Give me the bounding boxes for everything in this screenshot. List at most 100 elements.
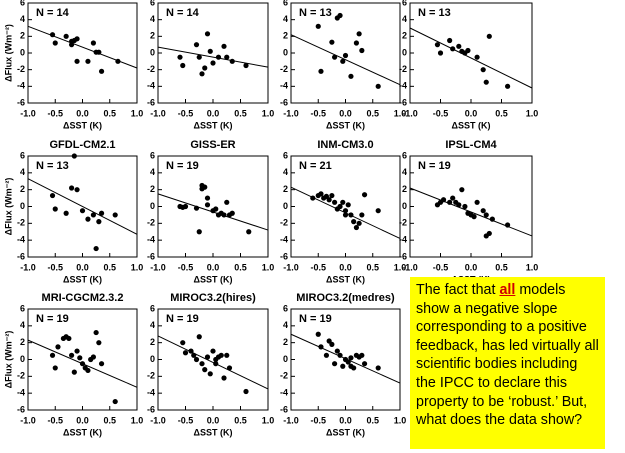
data-point <box>437 50 444 56</box>
sample-size: N = 21 <box>299 160 332 172</box>
y-tick-label: -2 <box>17 218 25 228</box>
x-tick-label: 1.0 <box>526 262 539 272</box>
y-tick-label: 0 <box>20 201 25 211</box>
y-tick-label: 6 <box>402 150 407 160</box>
y-tick-label: 2 <box>402 31 407 41</box>
data-point <box>447 37 453 44</box>
data-point <box>202 367 208 373</box>
data-point <box>90 354 96 360</box>
data-point <box>115 58 121 64</box>
y-axis-label: ΔFlux (Wm⁻²) <box>3 331 13 389</box>
x-tick-label: -0.5 <box>178 262 194 272</box>
x-tick-label: -1.0 <box>20 262 36 272</box>
y-tick-label: 6 <box>283 150 288 160</box>
data-point <box>79 208 86 214</box>
data-point <box>315 331 321 337</box>
y-tick-label: -6 <box>399 97 407 107</box>
y-tick-label: -6 <box>147 97 155 107</box>
x-tick-label: 0.0 <box>76 108 89 118</box>
data-point <box>483 212 489 218</box>
x-tick-label: -0.5 <box>47 262 63 272</box>
data-point <box>315 23 321 29</box>
data-point <box>480 208 486 214</box>
data-point <box>337 203 343 210</box>
y-tick-label: -2 <box>147 371 155 381</box>
y-tick-label: 4 <box>150 167 155 177</box>
data-point <box>334 348 340 354</box>
x-tick-label: 0.0 <box>339 262 352 272</box>
y-tick-label: 6 <box>150 303 155 313</box>
data-point <box>224 54 230 60</box>
data-point <box>74 36 80 42</box>
x-tick-label: 0.5 <box>234 262 247 272</box>
data-point <box>66 335 72 342</box>
data-point <box>207 48 213 54</box>
data-point <box>85 58 91 64</box>
note-text: The fact that <box>416 282 500 298</box>
y-tick-label: 0 <box>283 47 288 57</box>
data-point <box>85 216 91 222</box>
x-tick-label: 0.0 <box>465 262 478 272</box>
x-axis-label: ΔSST (K) <box>326 427 365 437</box>
x-tick-label: -1.0 <box>283 262 299 272</box>
trend-line <box>409 27 533 89</box>
data-point <box>450 195 456 201</box>
x-tick-label: 0.0 <box>207 108 220 118</box>
x-tick-label: 1.0 <box>394 262 407 272</box>
data-point <box>474 199 480 205</box>
data-point <box>96 340 102 346</box>
x-tick-label: -1.0 <box>283 108 299 118</box>
trend-line <box>157 46 269 68</box>
y-tick-label: -4 <box>147 388 155 398</box>
x-tick-label: 1.0 <box>262 415 275 425</box>
y-axis-label: ΔFlux (Wm⁻²) <box>3 178 13 236</box>
y-axis-label: ΔFlux (Wm⁻²) <box>3 24 13 82</box>
x-tick-label: 0.0 <box>339 108 352 118</box>
data-point <box>49 32 56 38</box>
data-point <box>221 43 227 49</box>
x-tick-label: 1.0 <box>262 262 275 272</box>
y-tick-label: -2 <box>147 218 155 228</box>
y-tick-label: -6 <box>147 251 155 261</box>
data-point <box>318 344 324 350</box>
sample-size: N = 19 <box>299 313 332 325</box>
y-tick-label: 6 <box>150 0 155 7</box>
panel-title: MRI-CGCM2.3.2 <box>42 292 124 304</box>
x-tick-label: 0.0 <box>76 262 89 272</box>
data-point <box>218 352 224 358</box>
data-point <box>450 46 456 52</box>
y-tick-label: 4 <box>402 14 407 24</box>
data-point <box>182 350 189 356</box>
x-tick-label: -0.5 <box>433 108 449 118</box>
x-tick-label: -0.5 <box>178 108 194 118</box>
data-point <box>359 47 365 54</box>
sample-size: N = 19 <box>166 313 199 325</box>
x-axis-label: ΔSST (K) <box>326 120 365 130</box>
data-point <box>112 212 118 218</box>
data-point <box>465 47 471 54</box>
x-tick-label: 0.0 <box>207 415 220 425</box>
y-tick-label: 2 <box>283 184 288 194</box>
x-tick-label: -1.0 <box>150 262 166 272</box>
x-tick-label: 0.5 <box>234 108 247 118</box>
data-point <box>69 352 75 358</box>
x-tick-label: 0.0 <box>465 108 478 118</box>
panel-title: GFDL-CM2.1 <box>50 139 116 151</box>
x-tick-label: 0.0 <box>339 415 352 425</box>
trend-line <box>157 335 269 390</box>
data-point <box>215 54 222 60</box>
x-tick-label: -0.5 <box>47 415 63 425</box>
trend-line <box>409 187 533 237</box>
x-tick-label: -0.5 <box>178 415 194 425</box>
data-point <box>52 40 58 46</box>
y-tick-label: 0 <box>402 47 407 57</box>
x-tick-label: 1.0 <box>131 108 144 118</box>
data-point <box>213 361 219 367</box>
sample-size: N = 14 <box>166 7 200 19</box>
data-point <box>323 193 330 199</box>
x-tick-label: 0.5 <box>234 415 247 425</box>
data-point <box>49 192 56 199</box>
y-tick-label: -6 <box>17 97 25 107</box>
data-point <box>340 58 346 64</box>
data-point <box>375 208 381 214</box>
